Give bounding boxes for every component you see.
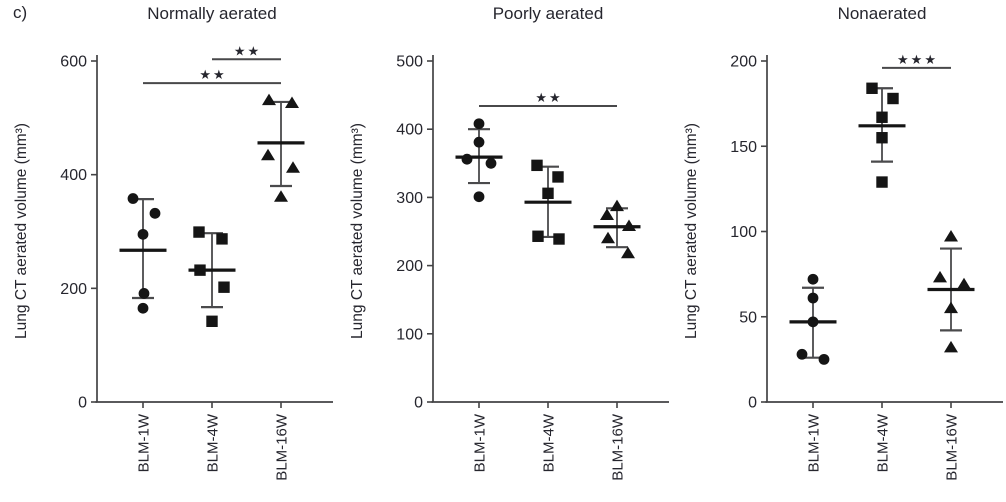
x-tick-label: BLM-16W <box>944 413 961 481</box>
data-point-square <box>887 92 899 105</box>
data-point-triangle <box>933 270 947 283</box>
x-tick-label: BLM-1W <box>136 413 153 472</box>
data-point-square <box>216 233 228 245</box>
y-tick-label: 50 <box>739 309 757 326</box>
data-point-triangle <box>261 148 275 161</box>
y-tick-label: 200 <box>730 54 757 71</box>
data-point-circle <box>473 191 485 203</box>
y-tick-label: 0 <box>748 395 757 412</box>
data-point-triangle <box>944 301 958 314</box>
data-point-triangle <box>610 199 624 212</box>
y-tick-label: 100 <box>730 224 757 241</box>
data-point-square <box>553 233 565 245</box>
group-blm-4w <box>524 159 572 245</box>
group-blm-16w <box>257 93 305 202</box>
y-tick-label: 200 <box>60 281 87 298</box>
y-tick-label: 300 <box>396 190 423 207</box>
data-point-square <box>206 315 218 327</box>
y-tick-label: 600 <box>60 54 87 71</box>
x-tick-label: BLM-16W <box>610 413 627 481</box>
data-point-square <box>542 187 554 200</box>
sig-label: ★★★ <box>897 53 938 68</box>
data-point-square <box>218 281 230 293</box>
data-point-circle <box>818 353 830 365</box>
x-tick-label: BLM-16W <box>274 413 291 481</box>
data-point-circle <box>807 273 819 285</box>
data-point-triangle <box>944 340 958 353</box>
data-point-circle <box>796 348 808 360</box>
group-blm-4w <box>188 226 236 327</box>
group-blm-1w <box>789 273 837 365</box>
y-axis-label: Lung CT aerated volume (mm³) <box>683 123 700 339</box>
data-point-circle <box>473 118 485 130</box>
data-point-triangle <box>262 93 276 106</box>
group-blm-4w <box>858 82 906 188</box>
data-point-circle <box>807 292 819 304</box>
data-point-square <box>876 111 888 123</box>
data-point-triangle <box>274 190 288 202</box>
panel-title: Normally aerated <box>147 4 276 23</box>
panel-title: Poorly aerated <box>493 4 604 23</box>
data-point-triangle <box>601 231 615 244</box>
panel-nonaerated: Nonaerated Lung CT aerated volume (mm³) 0 5… <box>683 4 1003 481</box>
group-blm-16w <box>593 199 641 259</box>
data-point-square <box>866 82 878 94</box>
x-tick-label: BLM-1W <box>806 413 823 472</box>
data-point-triangle <box>957 277 971 290</box>
y-tick-label: 100 <box>396 326 423 343</box>
data-point-circle <box>137 228 149 240</box>
data-point-square <box>531 159 543 172</box>
data-point-circle <box>137 302 149 314</box>
data-point-triangle <box>621 246 635 259</box>
data-point-triangle <box>600 208 614 221</box>
group-blm-1w <box>119 193 167 314</box>
x-tick-label: BLM-4W <box>205 413 222 472</box>
group-blm-16w <box>927 230 975 353</box>
y-axis-label: Lung CT aerated volume (mm³) <box>349 123 366 339</box>
data-point-triangle <box>286 161 300 173</box>
group-blm-1w <box>455 118 503 203</box>
x-tick-label: BLM-4W <box>875 413 892 472</box>
figure-label: c) <box>13 3 28 22</box>
y-tick-label: 0 <box>414 395 423 412</box>
data-point-circle <box>485 157 497 169</box>
data-point-square <box>876 176 888 188</box>
data-point-circle <box>473 136 485 148</box>
y-tick-label: 200 <box>396 258 423 275</box>
data-point-triangle <box>944 230 958 242</box>
data-point-square <box>552 171 564 183</box>
data-point-triangle <box>285 96 299 108</box>
y-tick-label: 150 <box>730 139 757 156</box>
data-point-square <box>532 230 544 242</box>
data-point-circle <box>149 207 161 219</box>
y-tick-label: 400 <box>60 167 87 184</box>
sig-label: ★★ <box>535 91 562 106</box>
data-point-circle <box>127 193 139 204</box>
data-point-circle <box>461 153 473 165</box>
data-point-square <box>876 132 888 144</box>
y-tick-label: 0 <box>78 395 87 412</box>
y-tick-label: 400 <box>396 122 423 139</box>
y-axis-label: Lung CT aerated volume (mm³) <box>13 123 30 339</box>
panel-normally-aerated: Normally aerated Lung CT aerated volume (… <box>13 4 333 481</box>
x-tick-label: BLM-4W <box>541 413 558 472</box>
sig-label: ★★ <box>199 68 226 83</box>
data-point-square <box>193 226 205 238</box>
y-tick-label: 500 <box>396 54 423 71</box>
panel-title: Nonaerated <box>838 4 927 23</box>
panel-poorly-aerated: Poorly aerated Lung CT aerated volume (mm… <box>349 4 669 481</box>
x-tick-label: BLM-1W <box>472 413 489 472</box>
sig-label: ★★ <box>234 44 261 59</box>
data-point-circle <box>138 288 150 299</box>
